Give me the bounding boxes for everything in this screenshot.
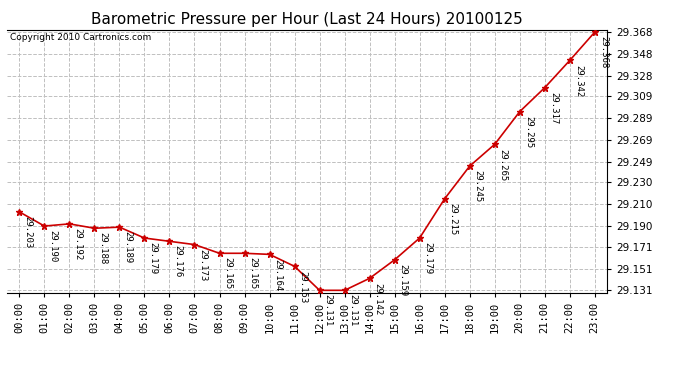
Text: 29.176: 29.176 [174,246,183,278]
Text: Copyright 2010 Cartronics.com: Copyright 2010 Cartronics.com [10,33,151,42]
Text: 29.173: 29.173 [199,249,208,281]
Text: 29.190: 29.190 [48,230,57,262]
Text: 29.192: 29.192 [74,228,83,260]
Text: 29.164: 29.164 [274,258,283,291]
Text: 29.165: 29.165 [224,258,233,290]
Title: Barometric Pressure per Hour (Last 24 Hours) 20100125: Barometric Pressure per Hour (Last 24 Ho… [91,12,523,27]
Text: 29.189: 29.189 [124,231,132,264]
Text: 29.179: 29.179 [148,242,157,274]
Text: 29.317: 29.317 [549,92,558,124]
Text: 29.342: 29.342 [574,64,583,97]
Text: 29.165: 29.165 [248,258,257,290]
Text: 29.215: 29.215 [448,203,457,235]
Text: 29.265: 29.265 [499,148,508,181]
Text: 29.179: 29.179 [424,242,433,274]
Text: 29.188: 29.188 [99,232,108,265]
Text: 29.153: 29.153 [299,270,308,303]
Text: 29.142: 29.142 [374,282,383,315]
Text: 29.131: 29.131 [348,294,357,327]
Text: 29.203: 29.203 [23,216,32,248]
Text: 29.368: 29.368 [599,36,608,69]
Text: 29.295: 29.295 [524,116,533,148]
Text: 29.245: 29.245 [474,170,483,202]
Text: 29.131: 29.131 [324,294,333,327]
Text: 29.159: 29.159 [399,264,408,296]
